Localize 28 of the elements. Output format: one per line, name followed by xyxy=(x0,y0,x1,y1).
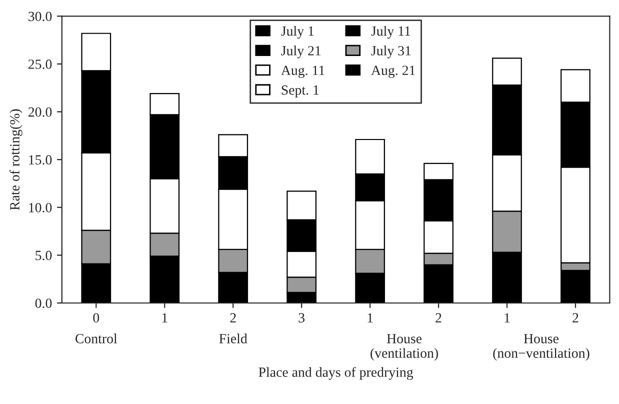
y-tick-label: 10.0 xyxy=(29,202,52,212)
legend-label: Aug. 21 xyxy=(371,66,415,78)
x-tick-label: 3 xyxy=(298,313,304,322)
legend-label: Aug. 11 xyxy=(281,66,324,78)
x-tick-label: 2 xyxy=(230,313,236,322)
x-tick-label: 1 xyxy=(162,313,168,322)
y-tick-label: 25.0 xyxy=(28,60,52,69)
text: House (ventilation) xyxy=(370,334,438,361)
x-tick-label: 2 xyxy=(572,313,578,322)
y-tick-label: 30.0 xyxy=(28,12,52,22)
x-axis-title: Place and days of predrying xyxy=(258,366,414,380)
x-tick-label: 1 xyxy=(504,313,510,322)
y-axis-title: Rate of rotting(%) xyxy=(10,109,22,210)
y-tick-label: 20.0 xyxy=(28,107,52,117)
y-tick-label: 5.0 xyxy=(36,250,52,260)
text: Control xyxy=(75,334,118,344)
legend-label: July 31 xyxy=(371,46,411,58)
y-tick-label: 0.0 xyxy=(35,298,52,308)
text: Field xyxy=(219,334,248,344)
x-tick-label: 1 xyxy=(368,313,373,322)
text: House (non−ventilation) xyxy=(493,334,590,361)
x-tick-label: 0 xyxy=(93,313,100,322)
legend-label: Sept. 1 xyxy=(282,85,319,98)
legend-label: July 11 xyxy=(371,26,410,39)
legend-label: July 1 xyxy=(281,26,314,39)
legend-label: July 21 xyxy=(281,46,321,58)
y-tick-label: 15.0 xyxy=(29,155,52,165)
x-tick-label: 2 xyxy=(436,313,442,322)
